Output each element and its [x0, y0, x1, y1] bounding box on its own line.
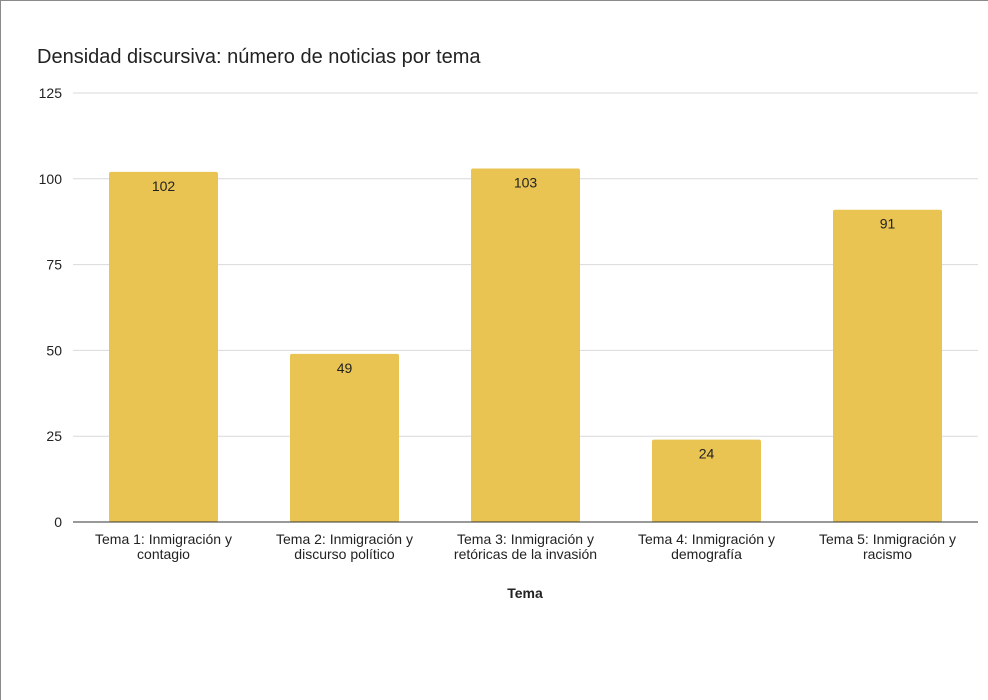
- chart-title: Densidad discursiva: número de noticias …: [37, 46, 481, 68]
- x-tick-label: Tema 4: Inmigración y demografía: [638, 531, 775, 562]
- bar: [109, 171, 218, 522]
- data-label: 49: [337, 360, 353, 376]
- y-axis-ticks: 0 25 50 75 100 125: [39, 85, 63, 530]
- bar: [290, 353, 399, 522]
- bar: [652, 439, 761, 522]
- x-tick-label: Tema 5: Inmigración y racismo: [819, 531, 956, 562]
- x-tick-label: Tema 1: Inmigración y contagio: [95, 531, 232, 562]
- y-tick-label: 0: [54, 514, 62, 530]
- y-tick-label: 125: [39, 85, 63, 101]
- y-tick-label: 25: [46, 428, 62, 444]
- data-label: 103: [514, 175, 538, 191]
- x-tick-label: Tema 3: Inmigración y retóricas de la inv…: [454, 531, 597, 562]
- bar-chart: Densidad discursiva: número de noticias …: [37, 46, 978, 601]
- y-tick-label: 75: [46, 257, 62, 273]
- y-tick-label: 100: [39, 171, 63, 187]
- bars: [109, 168, 942, 523]
- x-tick-label: Tema 2: Inmigración y discurso político: [276, 531, 413, 562]
- x-axis-title: Tema: [507, 585, 543, 601]
- y-tick-label: 50: [46, 342, 62, 358]
- data-label: 24: [699, 446, 715, 462]
- data-labels: 102 49 103 24 91: [152, 175, 896, 462]
- x-axis-ticks: Tema 1: Inmigración y contagio Tema 2: Inm…: [95, 531, 956, 562]
- bar: [833, 209, 942, 523]
- bar: [471, 168, 580, 522]
- data-label: 91: [880, 216, 896, 232]
- data-label: 102: [152, 178, 176, 194]
